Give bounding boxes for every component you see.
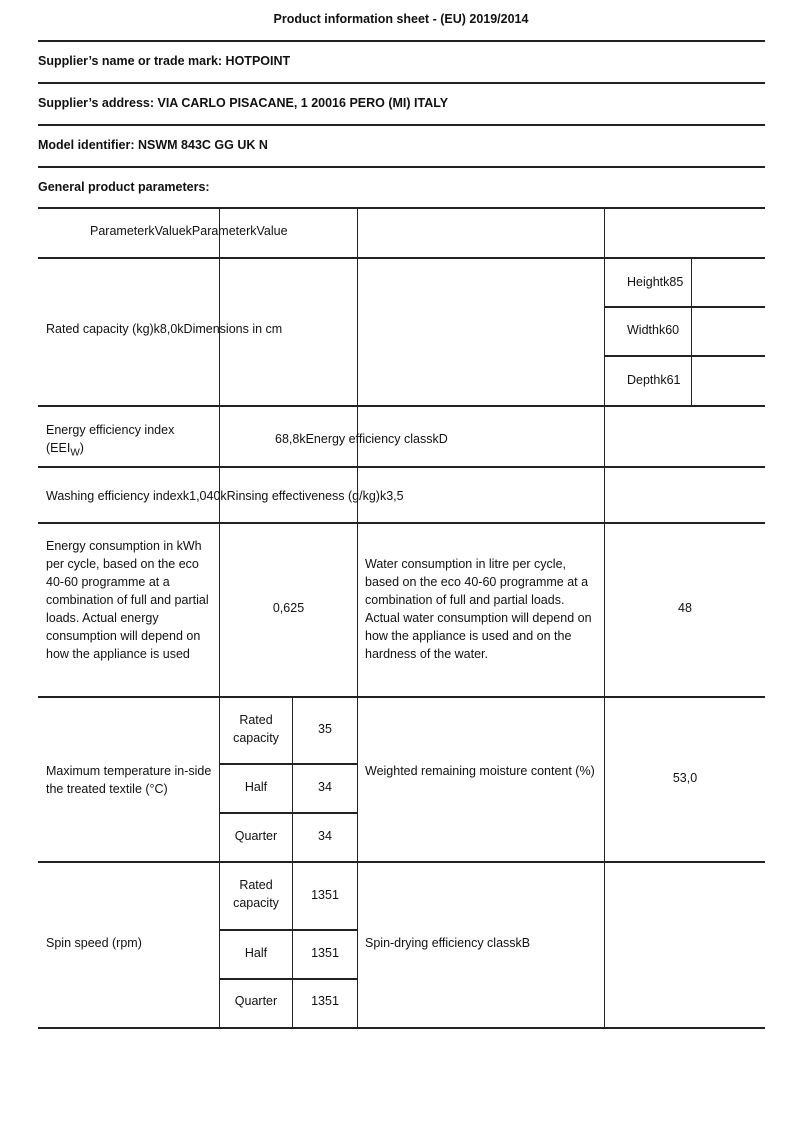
temp-half-value: 34: [318, 780, 332, 794]
spin-half-label: Half: [244, 946, 268, 960]
temp-half-label: Half: [244, 780, 268, 794]
water-consumption-label: Water consumption in litre per cycle, ba…: [365, 557, 592, 661]
rated-capacity-row: Rated capacity (kg)k8,0kDimensions in cm: [46, 322, 283, 336]
temp-rated-value: 35: [318, 722, 332, 736]
temp-quarter-value: 34: [318, 829, 332, 843]
eei-label: Energy efficiency index (EEIW): [46, 423, 175, 459]
divider: [38, 40, 765, 42]
spin-rated-value: 1351: [311, 888, 339, 902]
washing-efficiency-row: Washing efficiency indexk1,040kRinsing e…: [46, 489, 404, 503]
temp-rated-label: Rated capacity: [233, 713, 279, 745]
max-temperature-label: Maximum temperature in-side the treated …: [46, 764, 212, 796]
table-header: ParameterkValuekParameterkValue: [90, 224, 288, 238]
general-parameters-heading: General product parameters:: [38, 180, 210, 194]
water-consumption-value: 48: [678, 601, 692, 615]
divider: [38, 124, 765, 126]
moisture-value: 53,0: [672, 771, 698, 785]
dimension-width: Widthk60: [627, 323, 680, 337]
spin-half-value: 1351: [311, 946, 339, 960]
moisture-label: Weighted remaining moisture content (%): [365, 764, 595, 778]
supplier-name: Supplier’s name or trade mark: HOTPOINT: [38, 54, 291, 68]
supplier-address: Supplier’s address: VIA CARLO PISACANE, …: [38, 96, 449, 110]
divider: [38, 166, 765, 168]
divider: [38, 82, 765, 84]
energy-consumption-label: Energy consumption in kWh per cycle, bas…: [46, 539, 209, 661]
dimension-depth: Depthk61: [627, 373, 681, 387]
spin-rated-label: Rated capacity: [233, 878, 279, 910]
dimension-height: Heightk85: [627, 275, 684, 289]
spin-quarter-label: Quarter: [234, 994, 278, 1008]
spin-drying-class: Spin-drying efficiency classkB: [365, 936, 531, 950]
spin-speed-label: Spin speed (rpm): [46, 936, 142, 950]
document-title: Product information sheet - (EU) 2019/20…: [273, 12, 529, 26]
temp-quarter-label: Quarter: [234, 829, 278, 843]
spin-quarter-value: 1351: [311, 994, 339, 1008]
model-identifier: Model identifier: NSWM 843C GG UK N: [38, 138, 268, 152]
energy-consumption-value: 0,625: [272, 601, 305, 615]
eei-value: 68,8kEnergy efficiency classkD: [275, 432, 448, 446]
